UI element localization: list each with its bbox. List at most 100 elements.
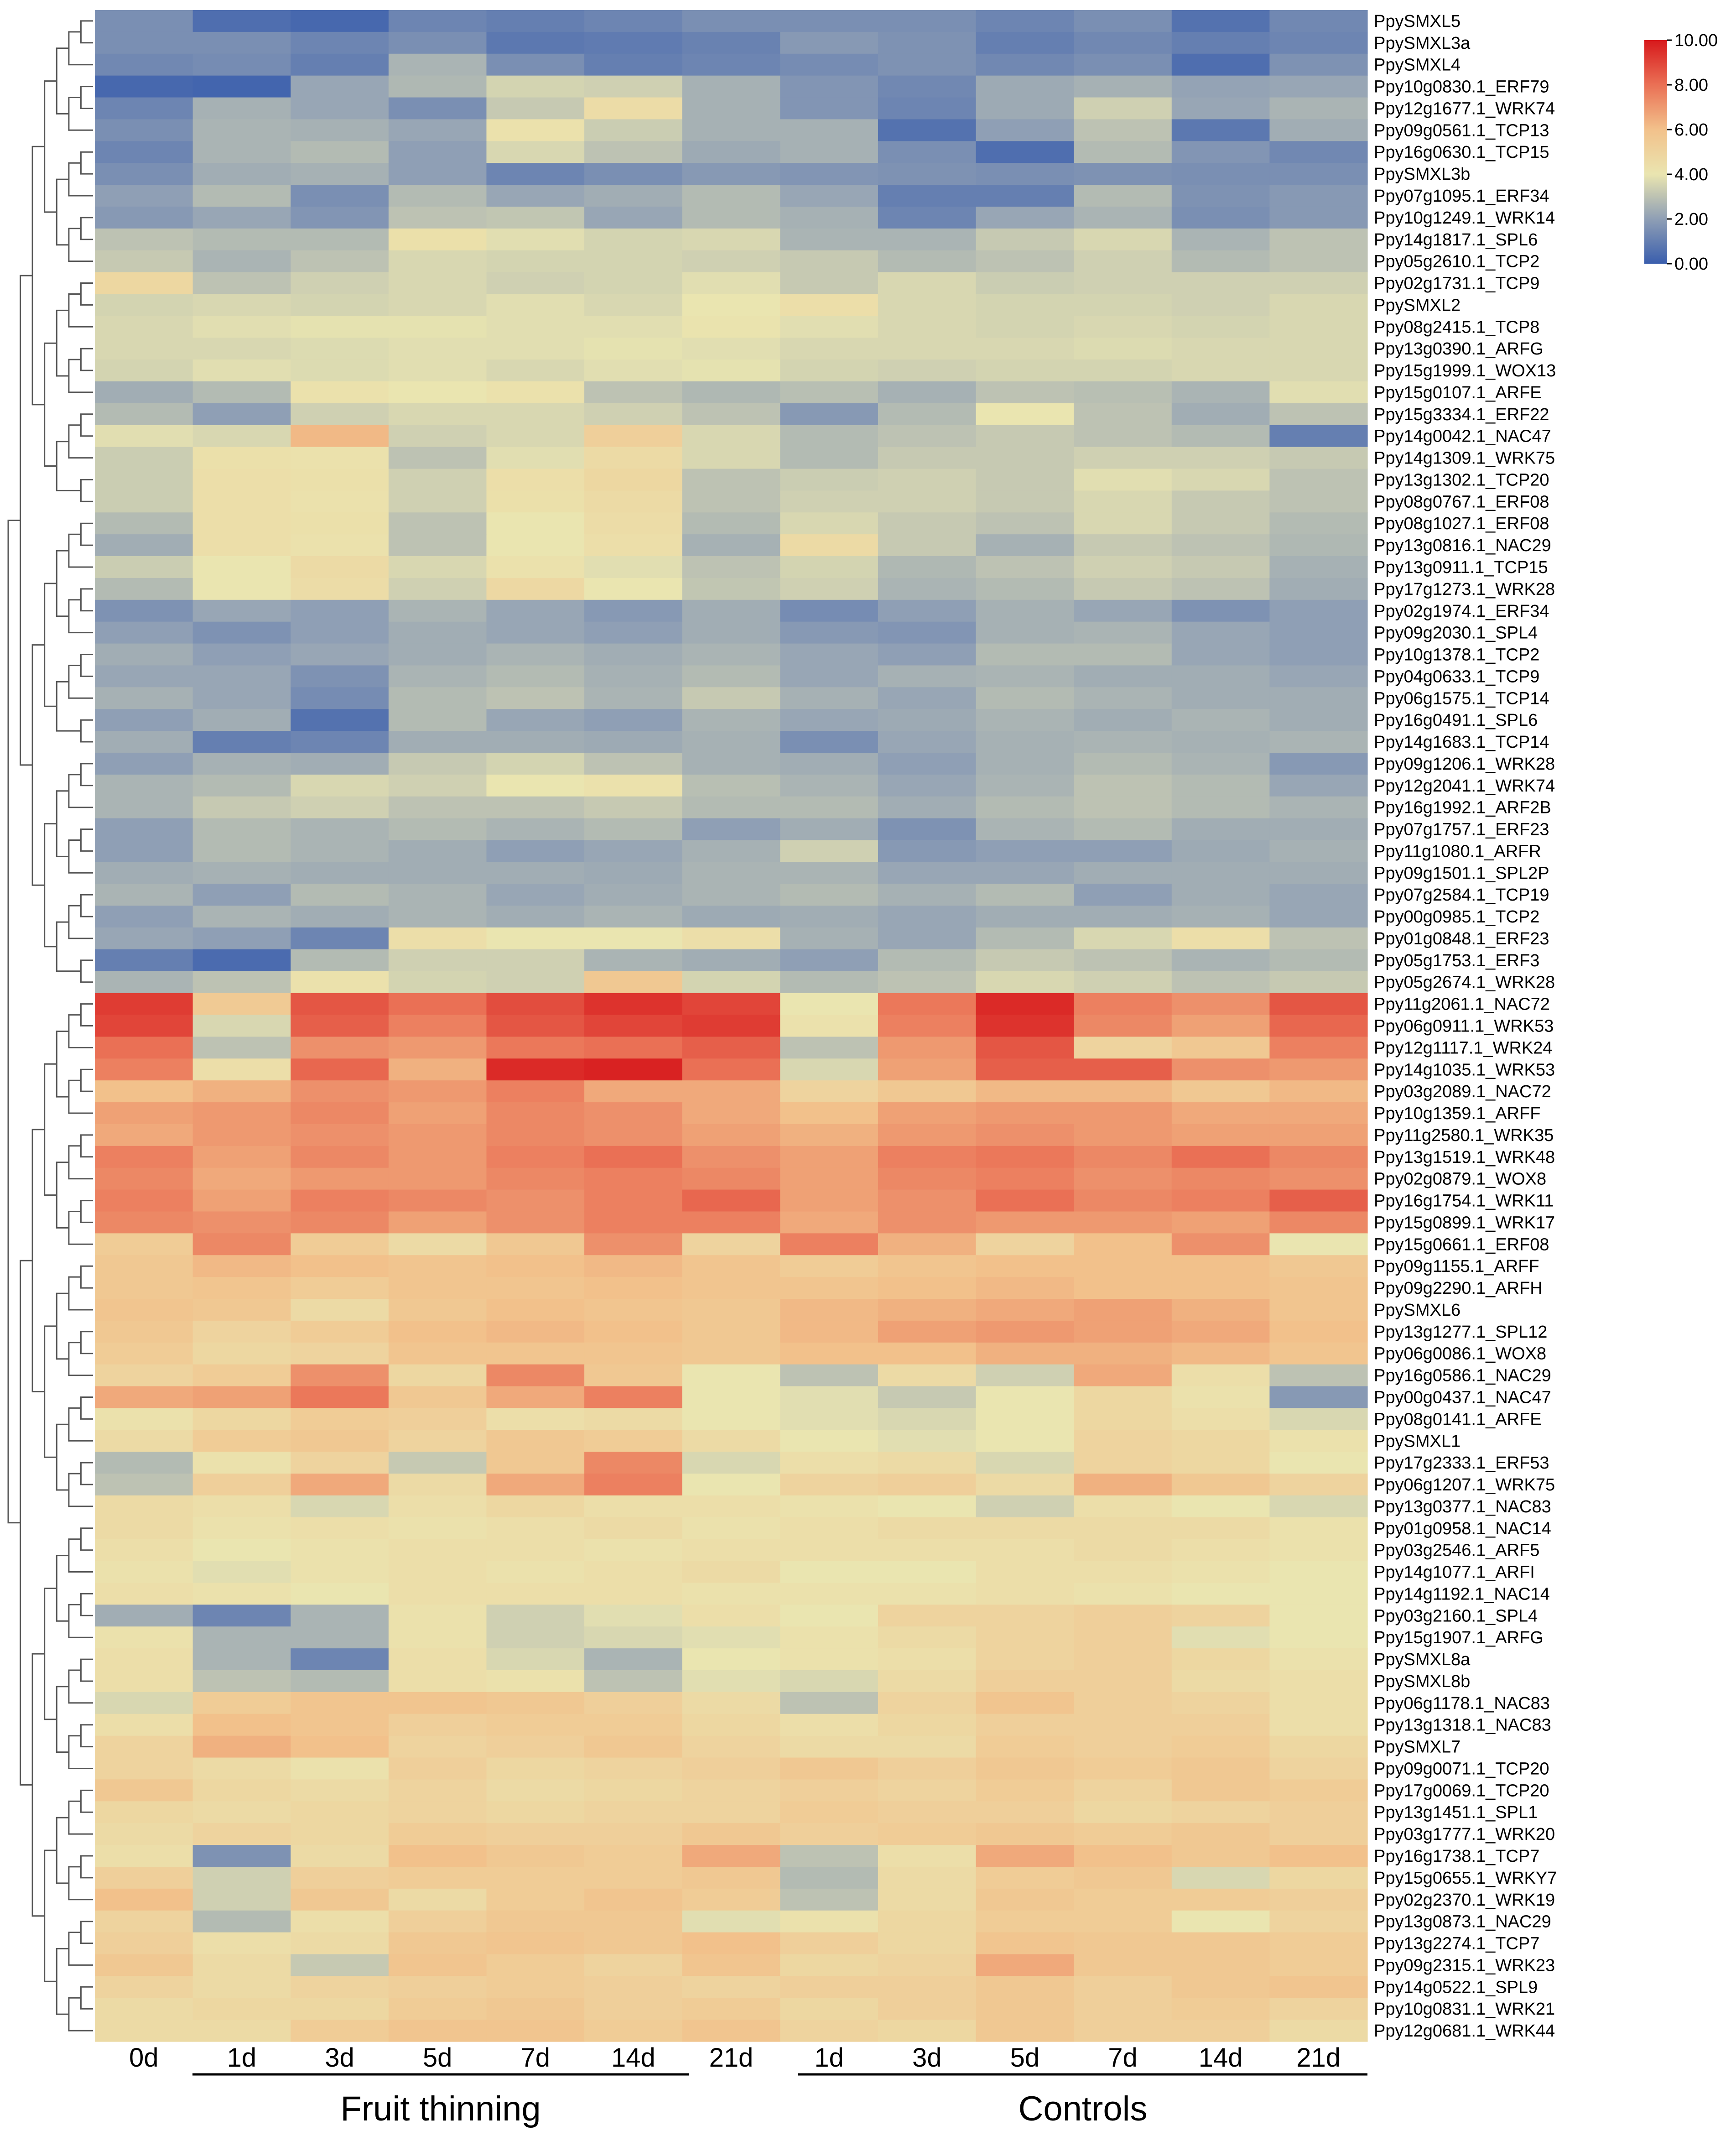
heatmap-cell [486, 1430, 585, 1452]
column-label: 14d [1199, 2043, 1243, 2073]
heatmap-cell [878, 927, 977, 950]
heatmap-cell [95, 250, 193, 273]
heatmap-cell [388, 1233, 487, 1255]
heatmap-cell [878, 447, 977, 469]
heatmap-cell [1171, 1058, 1270, 1081]
heatmap-cell [584, 1714, 683, 1736]
heatmap-cell [878, 796, 977, 819]
heatmap-cell [976, 1342, 1074, 1365]
heatmap-cell [878, 774, 977, 797]
heatmap-cell [1269, 1998, 1368, 2020]
heatmap-cell [780, 927, 878, 950]
heatmap-cell [486, 1976, 585, 1998]
heatmap-cell [1171, 796, 1270, 819]
heatmap-cell [291, 1167, 389, 1190]
heatmap-cell [682, 185, 780, 207]
heatmap-cell [486, 163, 585, 185]
heatmap-cell [388, 709, 487, 731]
heatmap-cell [1171, 665, 1270, 688]
heatmap-cell [1171, 621, 1270, 644]
heatmap-cell [878, 1058, 977, 1081]
heatmap-cell [976, 206, 1074, 229]
heatmap-cell [878, 1539, 977, 1562]
heatmap-cell [95, 1845, 193, 1867]
heatmap-cell [1171, 141, 1270, 163]
heatmap-cell [1171, 709, 1270, 731]
heatmap-cell [780, 1408, 878, 1430]
heatmap-cell [192, 599, 291, 622]
heatmap-cell [682, 1211, 780, 1234]
heatmap-cell [486, 97, 585, 120]
heatmap-cell [780, 2020, 878, 2042]
row-label: Ppy15g0899.1_WRK17 [1374, 1213, 1555, 1232]
heatmap-cell [1269, 1801, 1368, 1823]
heatmap-cell [486, 1474, 585, 1496]
heatmap-cell [1269, 818, 1368, 841]
heatmap-cell [976, 927, 1074, 950]
row-label: Ppy14g1683.1_TCP14 [1374, 733, 1549, 752]
column-labels: 0d 1d 3d 5d 7d 14d 21d 1d 3d 5d 7d 14d 21d [129, 2043, 1341, 2073]
heatmap-cell [192, 906, 291, 928]
heatmap-cell [486, 643, 585, 666]
heatmap-cell [682, 534, 780, 557]
heatmap-cell [682, 1757, 780, 1780]
heatmap-cell [1171, 338, 1270, 360]
heatmap-cell [976, 971, 1074, 994]
heatmap-cell [388, 1452, 487, 1474]
heatmap-cell [878, 949, 977, 972]
heatmap-cell [388, 2020, 487, 2042]
heatmap-cell [95, 1189, 193, 1212]
heatmap-cell [1269, 1561, 1368, 1584]
heatmap-cell [780, 1102, 878, 1125]
heatmap-cell [95, 709, 193, 731]
heatmap-cell [1269, 1735, 1368, 1758]
heatmap-cell [1269, 1386, 1368, 1409]
heatmap-cell [1171, 1189, 1270, 1212]
heatmap-cell [486, 1539, 585, 1562]
heatmap-cell [486, 1146, 585, 1168]
heatmap-cell [95, 927, 193, 950]
heatmap-cell [1074, 556, 1172, 578]
heatmap-cell [780, 490, 878, 513]
heatmap-cell [584, 1299, 683, 1321]
heatmap-cell [486, 1408, 585, 1430]
heatmap-cell [1171, 1015, 1270, 1037]
heatmap-cell [95, 665, 193, 688]
heatmap-cell [976, 1714, 1074, 1736]
heatmap-cell [780, 818, 878, 841]
heatmap-cell [192, 1342, 291, 1365]
heatmap-cell [1074, 862, 1172, 884]
heatmap-cell [291, 338, 389, 360]
heatmap-cell [584, 731, 683, 753]
heatmap-cell [584, 1845, 683, 1867]
heatmap-cell [291, 1954, 389, 1976]
heatmap-cell [291, 1932, 389, 1955]
heatmap-cell [1171, 1277, 1270, 1299]
heatmap-cell [976, 1277, 1074, 1299]
heatmap-cell [291, 709, 389, 731]
heatmap-cell [95, 228, 193, 251]
heatmap-cell [780, 185, 878, 207]
heatmap-cell [878, 1583, 977, 1605]
column-label: 1d [227, 2043, 257, 2073]
column-label: 21d [709, 2043, 754, 2073]
heatmap-cell [388, 1714, 487, 1736]
heatmap-cell [1269, 1167, 1368, 1190]
heatmap-cell [291, 1692, 389, 1714]
heatmap-cell [291, 818, 389, 841]
heatmap-cell [1171, 250, 1270, 273]
heatmap-cell [976, 1102, 1074, 1125]
row-label: Ppy14g1817.1_SPL6 [1374, 230, 1538, 250]
heatmap-cell [95, 578, 193, 600]
dendrogram-branch [68, 1211, 93, 1245]
heatmap-cell [1171, 1517, 1270, 1540]
heatmap-cell [291, 512, 389, 535]
heatmap-cell [878, 1211, 977, 1234]
dendrogram-branch [44, 583, 57, 707]
heatmap-cell [584, 796, 683, 819]
heatmap-cell [95, 1801, 193, 1823]
heatmap-cell [682, 1626, 780, 1649]
dendrogram-branch [44, 1325, 57, 1458]
heatmap-cell [1269, 1146, 1368, 1168]
dendrogram-branch [56, 681, 81, 732]
